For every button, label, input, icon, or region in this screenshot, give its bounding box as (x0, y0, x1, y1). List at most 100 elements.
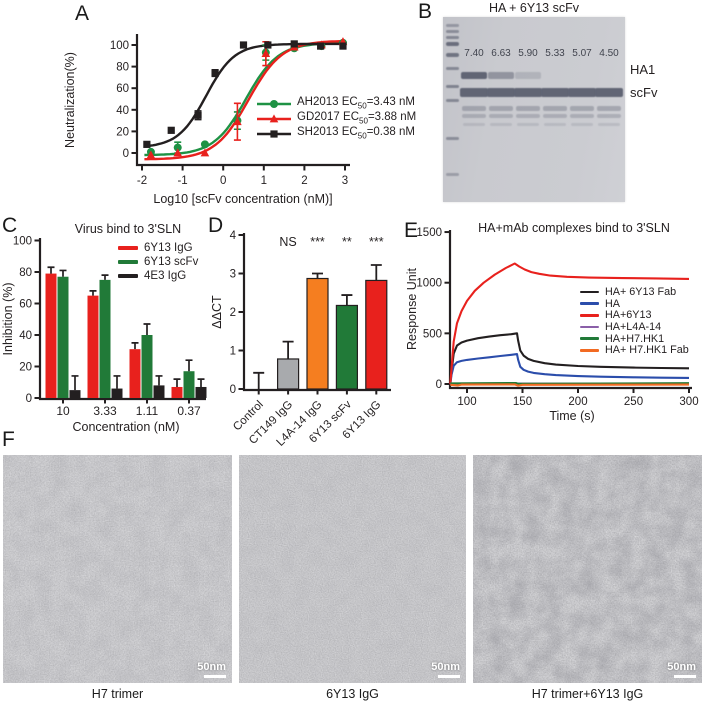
svg-text:1.11: 1.11 (136, 404, 159, 418)
legend-item: HA+6Y13 (580, 309, 689, 321)
svg-text:0: 0 (230, 384, 236, 396)
scalebar-bar (204, 674, 226, 678)
panel-label-a: A (75, 2, 90, 25)
panel-e: E HA+mAb complexes bind to 3'SLN 0 500 1000… (402, 212, 704, 424)
gel-band (571, 123, 593, 126)
lane-label: 5.33 (545, 48, 565, 59)
color-swatch (580, 302, 599, 305)
legend-item: 6Y13 scFv (118, 255, 198, 269)
gel-image: 7.40 6.63 5.90 5.33 5.07 4.50 (443, 17, 625, 202)
legend-item: 4E3 IgG (118, 269, 198, 283)
gel-band (544, 123, 566, 126)
em-image-6y13-igg: 50nm (239, 455, 466, 683)
panel-d: D 0 1 2 3 4 ΔΔCT Control NS CT149 IgG *** L4A-14 I… (205, 212, 404, 454)
gel-band (568, 88, 596, 97)
gel-band (446, 137, 459, 140)
em-image-h7-trimer: 50nm (3, 455, 232, 683)
svg-text:80: 80 (19, 267, 32, 279)
legend-label: HA+ H7.HK1 Fab (605, 344, 689, 357)
legend-item: HA+ 6Y13 Fab (580, 286, 689, 298)
svg-text:250: 250 (624, 396, 643, 408)
scalebar-bar (438, 674, 460, 678)
legend-item: 6Y13 IgG (118, 241, 198, 255)
legend-label: HA+6Y13 (605, 309, 652, 322)
gel-band (461, 72, 487, 79)
gel-band (446, 42, 459, 46)
scalebar-bar (674, 674, 696, 678)
svg-text:3.33: 3.33 (93, 404, 117, 418)
gel-band (488, 72, 514, 79)
gel-band (446, 85, 459, 88)
band-label-scfv: scFv (630, 85, 658, 100)
svg-text:10: 10 (56, 404, 70, 418)
legend-label: HA (605, 297, 620, 310)
scalebar-1: 50nm (197, 660, 226, 678)
gel-band (570, 114, 594, 118)
svg-text:3: 3 (342, 175, 348, 187)
legend-label: HA+L4A-14 (605, 320, 662, 333)
significance-label: *** (369, 235, 384, 249)
color-swatch (580, 313, 599, 317)
gel-band (463, 123, 485, 126)
legend-label: AH2013 EC50=3.43 nM (297, 96, 415, 111)
svg-text:0.37: 0.37 (177, 404, 201, 418)
legend-item: AH2013 EC50=3.43 nM (256, 96, 416, 111)
svg-text:2: 2 (301, 175, 307, 187)
legend-label: 6Y13 IgG (144, 242, 193, 254)
gel-band (597, 106, 621, 111)
scalebar-2: 50nm (431, 661, 460, 678)
svg-text:20: 20 (19, 362, 32, 374)
svg-text:100: 100 (110, 40, 129, 52)
svg-text:60: 60 (116, 83, 129, 95)
inhibition-bar-chart: Virus bind to 3'SLN 0 20 40 60 80 100 10 3.33 1.1… (1, 222, 207, 434)
lane-label: 5.90 (518, 48, 538, 59)
circle-marker-swatch (257, 99, 291, 108)
scalebar-text: 50nm (197, 660, 226, 673)
gel-band (516, 106, 540, 111)
spr-sensorgram-chart: HA+mAb complexes bind to 3'SLN 0 500 1000 15… (405, 221, 699, 423)
gel-band (489, 114, 513, 118)
panel-c: C Virus bind to 3'SLN 0 20 40 60 80 100 10 3.33 1… (0, 212, 212, 444)
gel-band (570, 106, 594, 111)
gel-band (446, 36, 459, 39)
y-axis-label: Response Unit (405, 267, 419, 350)
em-noise-1 (3, 455, 232, 683)
gel-band (514, 88, 542, 97)
lane-label: 5.07 (572, 48, 592, 59)
triangle-marker-swatch (257, 113, 291, 122)
significance-label: NS (279, 235, 296, 249)
svg-text:4: 4 (230, 230, 237, 242)
svg-text:2: 2 (230, 307, 236, 319)
x-axis-label: Concentration (nM) (73, 420, 180, 434)
legend-label: SH2013 EC50=0.38 nM (297, 126, 415, 141)
svg-text:60: 60 (19, 299, 32, 311)
gel-title: HA + 6Y13 scFv (489, 1, 579, 15)
neutralization-legend: AH2013 EC50=3.43 nM GD2017 EC50=3.88 nM SH… (256, 96, 416, 141)
y-axis-label: ΔΔCT (210, 295, 224, 329)
band-label-ha1: HA1 (630, 62, 656, 77)
x-axis-label: Log10 [scFv concentration (nM)] (153, 192, 332, 206)
gel-band (446, 67, 459, 70)
lane-label: 6.63 (491, 48, 511, 59)
gel-band (543, 106, 567, 111)
svg-text:1500: 1500 (416, 227, 442, 239)
svg-text:100: 100 (457, 396, 476, 408)
gel-band (598, 123, 620, 126)
em-noise-3 (473, 455, 702, 683)
gel-band (446, 24, 459, 27)
significance-label: ** (342, 235, 352, 249)
color-swatch (118, 260, 138, 264)
svg-text:1000: 1000 (416, 278, 442, 290)
gel-band (515, 72, 541, 79)
gel-band (516, 114, 540, 118)
inhibition-legend: 6Y13 IgG 6Y13 scFv 4E3 IgG (118, 241, 198, 283)
svg-text:200: 200 (568, 396, 587, 408)
gel-band (490, 123, 512, 126)
svg-text:3: 3 (230, 269, 236, 281)
legend-item: HA+H7.HK1 (580, 333, 689, 345)
svg-text:20: 20 (116, 126, 129, 138)
scalebar-text: 50nm (667, 660, 696, 673)
gel-band (446, 30, 459, 33)
svg-text:80: 80 (116, 62, 129, 74)
